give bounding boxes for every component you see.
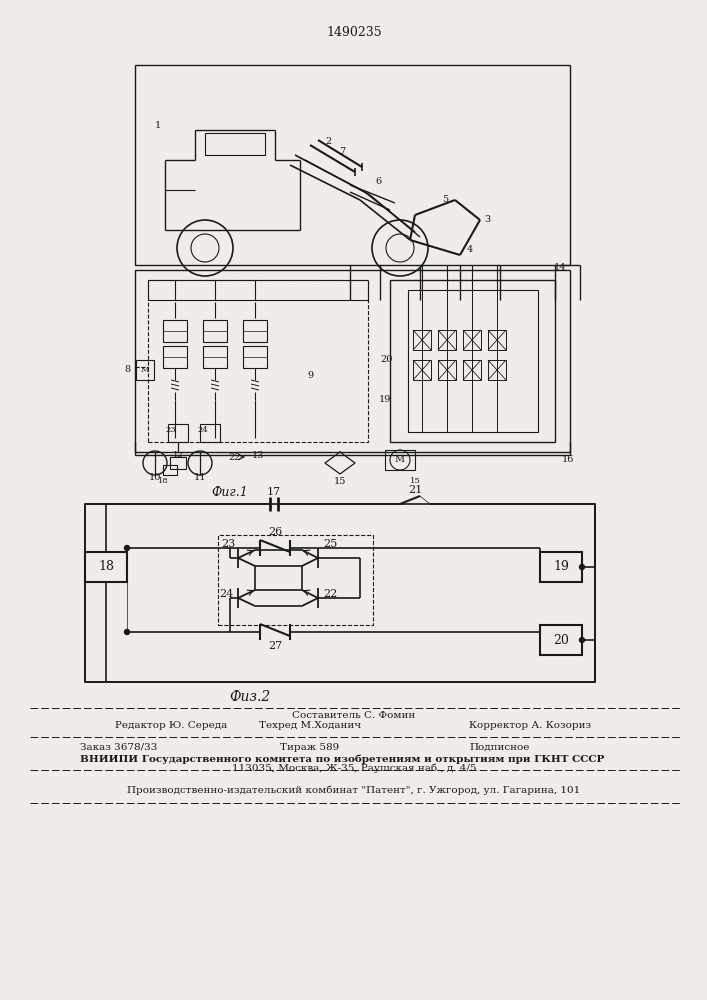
Bar [438, 360, 456, 380]
Bar [413, 360, 431, 380]
Text: 22: 22 [229, 452, 241, 462]
Text: Физ.2: Физ.2 [229, 690, 271, 704]
Text: 5: 5 [442, 196, 448, 205]
Text: 3: 3 [484, 216, 490, 225]
Bar [135, 270, 570, 455]
Text: 113035, Москва, Ж-35, Раушская наб., д. 4/5: 113035, Москва, Ж-35, Раушская наб., д. … [232, 763, 477, 773]
Text: 18: 18 [158, 477, 168, 485]
Bar [438, 330, 456, 350]
Text: 18: 18 [98, 560, 114, 574]
Text: ВНИИПИ Государственного комитета по изобретениям и открытиям при ГКНТ СССР: ВНИИПИ Государственного комитета по изоб… [80, 754, 604, 764]
Bar [136, 360, 154, 380]
Text: 1: 1 [155, 120, 161, 129]
Text: 21: 21 [408, 485, 422, 495]
Bar [540, 552, 582, 582]
Text: 6: 6 [375, 178, 381, 186]
Circle shape [580, 564, 585, 570]
Bar [243, 320, 267, 342]
Text: 19: 19 [553, 560, 569, 574]
Text: 23: 23 [221, 539, 235, 549]
Text: 2: 2 [325, 137, 331, 146]
Text: M: M [141, 366, 149, 374]
Text: 25: 25 [323, 539, 337, 549]
Bar [135, 65, 570, 265]
Bar [163, 346, 187, 368]
Text: 9: 9 [307, 370, 313, 379]
Text: 15: 15 [409, 477, 421, 485]
Text: 27: 27 [268, 641, 282, 651]
Text: 22: 22 [323, 589, 337, 599]
Bar [540, 625, 582, 655]
Bar [488, 330, 506, 350]
Bar [413, 330, 431, 350]
Text: Техред М.Ходанич: Техред М.Ходанич [259, 722, 361, 730]
Bar [200, 424, 220, 442]
Text: Фиг.1: Фиг.1 [211, 486, 248, 498]
Text: Производственно-издательский комбинат "Патент", г. Ужгород, ул. Гагарина, 101: Производственно-издательский комбинат "П… [127, 785, 580, 795]
Text: 20: 20 [553, 634, 569, 647]
Text: Подписное: Подписное [470, 742, 530, 752]
Text: Составитель С. Фомин: Составитель С. Фомин [293, 712, 416, 720]
Circle shape [124, 546, 129, 550]
Text: 11: 11 [194, 474, 206, 483]
Text: 13: 13 [252, 450, 264, 460]
Bar [408, 290, 538, 432]
Bar [163, 320, 187, 342]
Text: 1490235: 1490235 [326, 25, 382, 38]
Bar [170, 457, 186, 469]
Bar [488, 360, 506, 380]
Text: Тираж 589: Тираж 589 [281, 742, 339, 752]
Text: M: M [395, 456, 405, 464]
Bar [148, 280, 368, 442]
Bar [85, 552, 127, 582]
Text: 10: 10 [148, 474, 161, 483]
Text: Заказ 3678/33: Заказ 3678/33 [80, 742, 158, 752]
Bar [243, 346, 267, 368]
Text: 7: 7 [339, 147, 345, 156]
Bar [163, 465, 177, 475]
Bar [218, 535, 373, 625]
Bar [203, 320, 227, 342]
Bar [385, 450, 415, 470]
Text: Редактор Ю. Середа: Редактор Ю. Середа [115, 722, 227, 730]
Text: 8: 8 [124, 365, 130, 374]
Bar [463, 360, 481, 380]
Text: 15: 15 [334, 478, 346, 487]
Bar [85, 504, 595, 682]
Text: Корректор А. Козориз: Корректор А. Козориз [469, 722, 591, 730]
Text: 16: 16 [562, 456, 574, 464]
Text: 17: 17 [267, 487, 281, 497]
Text: 20: 20 [381, 356, 393, 364]
Text: 26: 26 [268, 527, 282, 537]
Bar [205, 133, 265, 155]
Bar [463, 330, 481, 350]
Circle shape [124, 630, 129, 635]
Text: 19: 19 [379, 395, 391, 404]
Text: 24: 24 [198, 426, 209, 434]
Text: 12: 12 [173, 451, 183, 459]
Bar [203, 346, 227, 368]
Text: 23: 23 [165, 426, 176, 434]
Text: 4: 4 [467, 245, 473, 254]
Text: 14: 14 [554, 262, 566, 271]
Bar [390, 280, 555, 442]
Bar [168, 424, 188, 442]
Text: 24: 24 [219, 589, 233, 599]
Circle shape [580, 638, 585, 643]
